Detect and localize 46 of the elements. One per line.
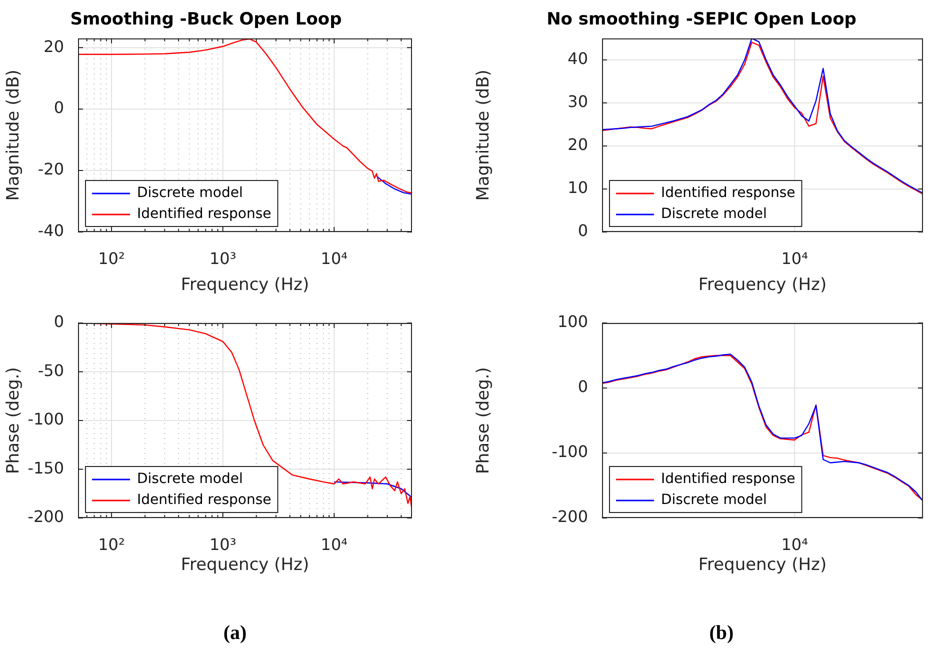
y-axis-title: Phase (deg.) [474, 367, 494, 474]
text: (a) [222, 622, 248, 645]
y-axis-title: Magnitude (dB) [474, 70, 494, 201]
y-tick-label: -200 [28, 507, 64, 526]
y-tick-label: 0 [54, 98, 64, 118]
x-axis-title: Frequency (Hz) [698, 275, 827, 296]
legend-label: Discrete model [137, 185, 243, 202]
y-tick-label: 10 [568, 178, 588, 198]
x-tick-label: 10⁴ [781, 248, 808, 268]
y-tick-label: -100 [28, 410, 64, 429]
x-tick-label: 10⁴ [320, 248, 348, 268]
x-tick-label: 10² [98, 534, 125, 554]
chart-title: Smoothing -Buck Open Loop [70, 10, 342, 30]
y-tick-label: 20 [44, 36, 64, 56]
y-tick-label: -150 [28, 458, 64, 478]
legend-label: Discrete model [137, 471, 243, 488]
x-tick-label: 10³ [209, 534, 236, 554]
x-tick-label: 10³ [209, 248, 236, 268]
y-tick-label: 0 [578, 221, 588, 240]
chart-title: No smoothing -SEPIC Open Loop [546, 10, 856, 30]
y-tick-label: -50 [38, 360, 64, 380]
legend-label: Identified response [661, 185, 796, 202]
y-tick-label: 30 [568, 92, 588, 112]
x-axis-title: Frequency (Hz) [180, 555, 310, 576]
legend-label: Discrete model [661, 492, 767, 508]
y-tick-label: -200 [552, 507, 588, 526]
y-tick-label: 0 [578, 377, 588, 396]
x-tick-label: 10⁴ [320, 534, 348, 554]
y-tick-label: -40 [38, 221, 64, 240]
y-tick-label: 40 [568, 49, 588, 68]
y-axis-title: Phase (deg.) [4, 367, 24, 474]
y-tick-label: 0 [54, 312, 64, 332]
x-tick-label: 10⁴ [781, 534, 808, 554]
text: (b) [708, 622, 735, 645]
legend-label: Identified response [661, 471, 796, 488]
x-axis-title: Frequency (Hz) [698, 555, 827, 576]
y-axis-title: Magnitude (dB) [4, 70, 24, 201]
y-tick-label: 100 [557, 312, 588, 332]
y-tick-label: 20 [568, 135, 588, 154]
y-tick-label: -20 [38, 160, 64, 179]
legend-label: Identified response [137, 206, 272, 222]
x-tick-label: 10² [98, 248, 125, 268]
y-tick-label: -100 [552, 442, 588, 462]
x-axis-title: Frequency (Hz) [180, 275, 310, 296]
legend-label: Discrete model [661, 206, 767, 222]
legend-label: Identified response [137, 492, 272, 508]
